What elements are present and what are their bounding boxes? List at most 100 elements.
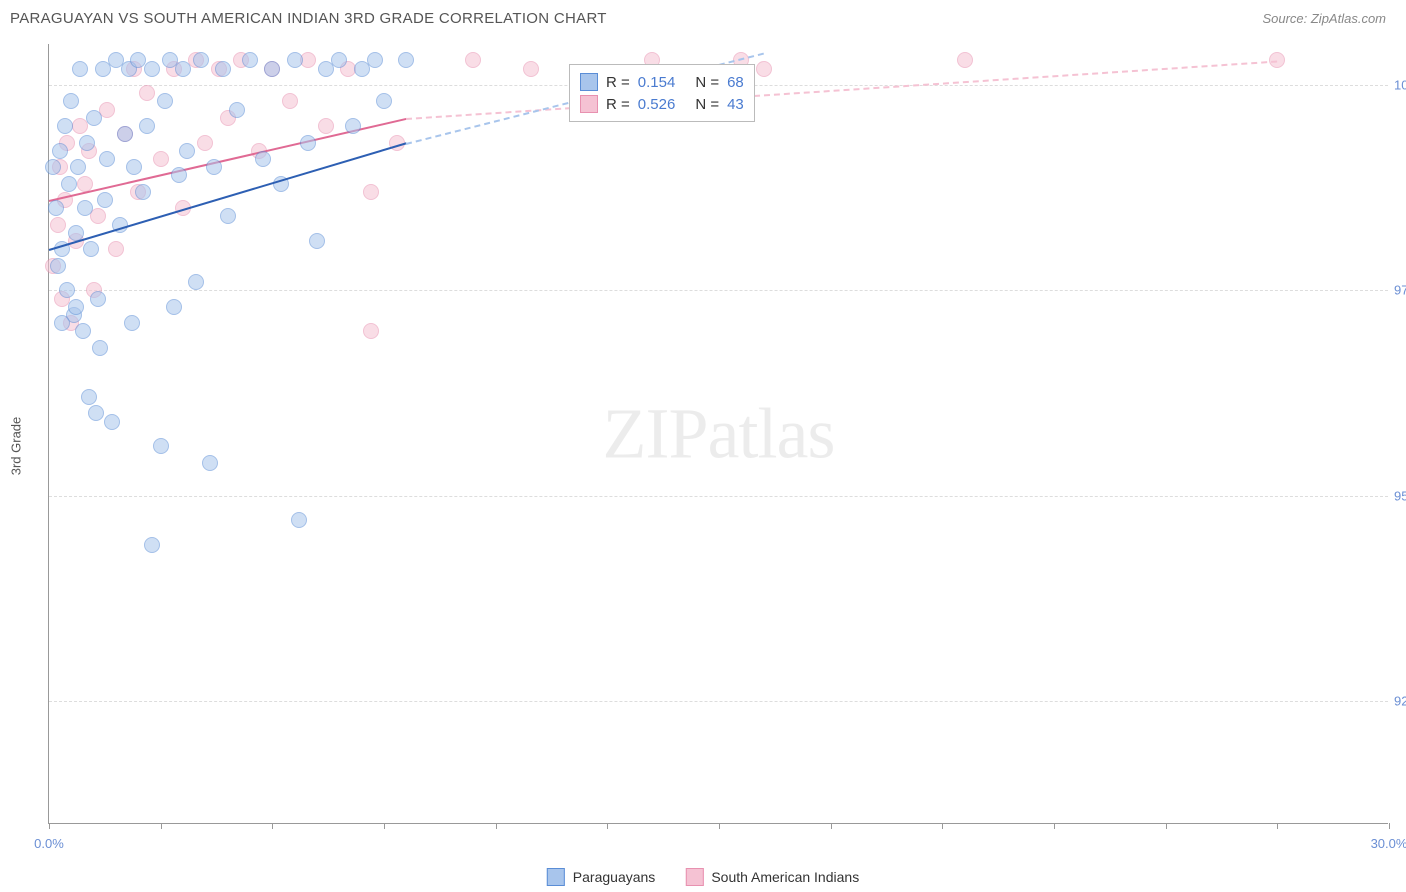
- scatter-point-paraguayans: [175, 61, 191, 77]
- scatter-point-paraguayans: [157, 93, 173, 109]
- r-value: 0.154: [638, 74, 676, 91]
- scatter-point-paraguayans: [83, 241, 99, 257]
- scatter-point-paraguayans: [75, 323, 91, 339]
- scatter-point-paraguayans: [220, 208, 236, 224]
- r-value: 0.526: [638, 96, 676, 113]
- scatter-point-sai: [465, 52, 481, 68]
- x-tick: [719, 823, 720, 829]
- scatter-point-paraguayans: [81, 389, 97, 405]
- scatter-point-sai: [50, 217, 66, 233]
- scatter-point-paraguayans: [171, 167, 187, 183]
- scatter-point-paraguayans: [229, 102, 245, 118]
- legend-swatch-paraguayans: [547, 868, 565, 886]
- scatter-point-paraguayans: [135, 184, 151, 200]
- scatter-chart: ZIPatlas 92.5%95.0%97.5%100.0%0.0%30.0%R…: [48, 44, 1388, 824]
- x-tick: [1277, 823, 1278, 829]
- scatter-point-paraguayans: [86, 110, 102, 126]
- x-tick: [161, 823, 162, 829]
- scatter-point-paraguayans: [202, 455, 218, 471]
- x-tick: [607, 823, 608, 829]
- scatter-point-sai: [318, 118, 334, 134]
- scatter-point-sai: [282, 93, 298, 109]
- scatter-point-sai: [523, 61, 539, 77]
- y-tick-label: 97.5%: [1394, 283, 1406, 298]
- x-tick: [272, 823, 273, 829]
- scatter-point-paraguayans: [264, 61, 280, 77]
- scatter-point-paraguayans: [345, 118, 361, 134]
- scatter-point-paraguayans: [92, 340, 108, 356]
- grid-line: [49, 290, 1388, 291]
- x-tick: [49, 823, 50, 829]
- scatter-point-paraguayans: [215, 61, 231, 77]
- scatter-point-paraguayans: [97, 192, 113, 208]
- legend-swatch-sai: [685, 868, 703, 886]
- scatter-point-paraguayans: [52, 143, 68, 159]
- scatter-point-paraguayans: [61, 176, 77, 192]
- scatter-point-paraguayans: [104, 414, 120, 430]
- scatter-point-paraguayans: [376, 93, 392, 109]
- scatter-point-paraguayans: [206, 159, 222, 175]
- scatter-point-paraguayans: [291, 512, 307, 528]
- chart-title: PARAGUAYAN VS SOUTH AMERICAN INDIAN 3RD …: [10, 10, 607, 27]
- scatter-point-sai: [197, 135, 213, 151]
- stats-legend: R = 0.154 N = 68 R = 0.526 N = 43: [569, 64, 755, 122]
- scatter-point-sai: [363, 184, 379, 200]
- scatter-point-paraguayans: [255, 151, 271, 167]
- scatter-point-paraguayans: [193, 52, 209, 68]
- x-tick: [831, 823, 832, 829]
- scatter-point-paraguayans: [139, 118, 155, 134]
- grid-line: [49, 496, 1388, 497]
- scatter-point-paraguayans: [72, 61, 88, 77]
- y-tick-label: 95.0%: [1394, 488, 1406, 503]
- grid-line: [49, 701, 1388, 702]
- scatter-point-paraguayans: [45, 159, 61, 175]
- scatter-point-paraguayans: [68, 299, 84, 315]
- y-tick-label: 100.0%: [1394, 78, 1406, 93]
- legend-label-sai: South American Indians: [711, 869, 859, 885]
- scatter-point-paraguayans: [153, 438, 169, 454]
- x-tick: [942, 823, 943, 829]
- scatter-point-paraguayans: [367, 52, 383, 68]
- scatter-point-paraguayans: [309, 233, 325, 249]
- r-label: R =: [606, 96, 630, 113]
- r-label: R =: [606, 74, 630, 91]
- x-tick: [1389, 823, 1390, 829]
- n-label: N =: [695, 96, 719, 113]
- scatter-point-paraguayans: [63, 93, 79, 109]
- stats-swatch: [580, 73, 598, 91]
- y-axis-label: 3rd Grade: [9, 417, 24, 476]
- x-tick: [1166, 823, 1167, 829]
- n-label: N =: [695, 74, 719, 91]
- scatter-point-paraguayans: [79, 135, 95, 151]
- scatter-point-paraguayans: [48, 200, 64, 216]
- scatter-point-sai: [153, 151, 169, 167]
- n-value: 43: [727, 96, 744, 113]
- scatter-point-paraguayans: [124, 315, 140, 331]
- scatter-point-sai: [139, 85, 155, 101]
- scatter-point-sai: [77, 176, 93, 192]
- scatter-point-sai: [363, 323, 379, 339]
- scatter-point-paraguayans: [398, 52, 414, 68]
- scatter-point-paraguayans: [188, 274, 204, 290]
- x-tick: [1054, 823, 1055, 829]
- scatter-point-paraguayans: [117, 126, 133, 142]
- scatter-point-paraguayans: [77, 200, 93, 216]
- scatter-point-paraguayans: [126, 159, 142, 175]
- scatter-point-paraguayans: [54, 315, 70, 331]
- n-value: 68: [727, 74, 744, 91]
- stats-legend-row: R = 0.526 N = 43: [580, 93, 744, 115]
- scatter-point-paraguayans: [300, 135, 316, 151]
- scatter-point-paraguayans: [242, 52, 258, 68]
- watermark: ZIPatlas: [603, 392, 835, 475]
- scatter-point-paraguayans: [88, 405, 104, 421]
- scatter-point-paraguayans: [331, 52, 347, 68]
- scatter-point-paraguayans: [90, 291, 106, 307]
- scatter-point-paraguayans: [50, 258, 66, 274]
- scatter-point-paraguayans: [144, 537, 160, 553]
- scatter-point-sai: [756, 61, 772, 77]
- x-tick-label: 30.0%: [1371, 836, 1406, 851]
- source-attribution: Source: ZipAtlas.com: [1262, 11, 1386, 26]
- x-tick-label: 0.0%: [34, 836, 64, 851]
- x-tick: [384, 823, 385, 829]
- y-tick-label: 92.5%: [1394, 693, 1406, 708]
